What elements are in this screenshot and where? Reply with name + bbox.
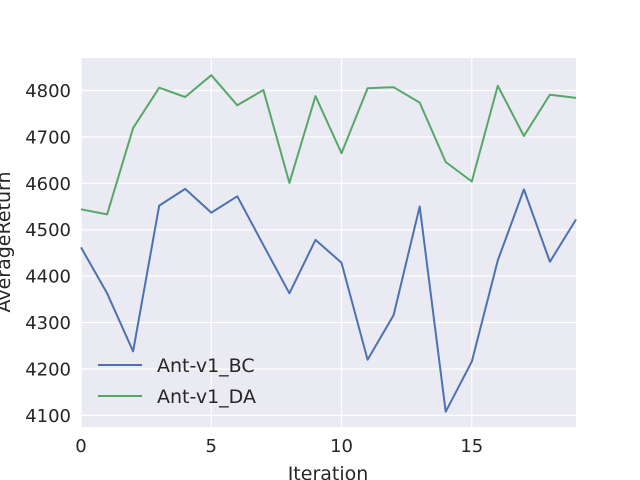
y-tick-label: 4400 [25,267,71,288]
series-layer [80,74,577,413]
x-tick-label: 10 [330,436,353,457]
x-axis-label: Iteration [288,463,369,480]
series-line-ant-v1-bc [80,187,577,413]
y-axis-label: AverageReturn [0,171,15,312]
legend-label: Ant-v1_DA [157,386,256,408]
y-tick-label: 4600 [25,174,71,195]
x-tick-label: 0 [75,436,86,457]
plot-area [81,58,576,427]
y-tick-label: 4300 [25,313,71,334]
y-tick-label: 4700 [25,127,71,148]
x-tick-label: 5 [206,436,217,457]
grid [80,58,576,427]
legend: Ant-v1_BC Ant-v1_DA [98,355,256,408]
x-tick-label: 15 [460,436,483,457]
series-line-ant-v1-da [80,74,577,216]
y-tick-label: 4500 [25,220,71,241]
y-axis-ticks: 4100 4200 4300 4400 4500 4600 4700 4800 [25,81,71,427]
legend-label: Ant-v1_BC [157,355,255,377]
y-tick-label: 4100 [25,406,71,427]
y-tick-label: 4200 [25,359,71,380]
y-tick-label: 4800 [25,81,71,102]
x-axis-ticks: 0 5 10 15 [75,436,483,457]
